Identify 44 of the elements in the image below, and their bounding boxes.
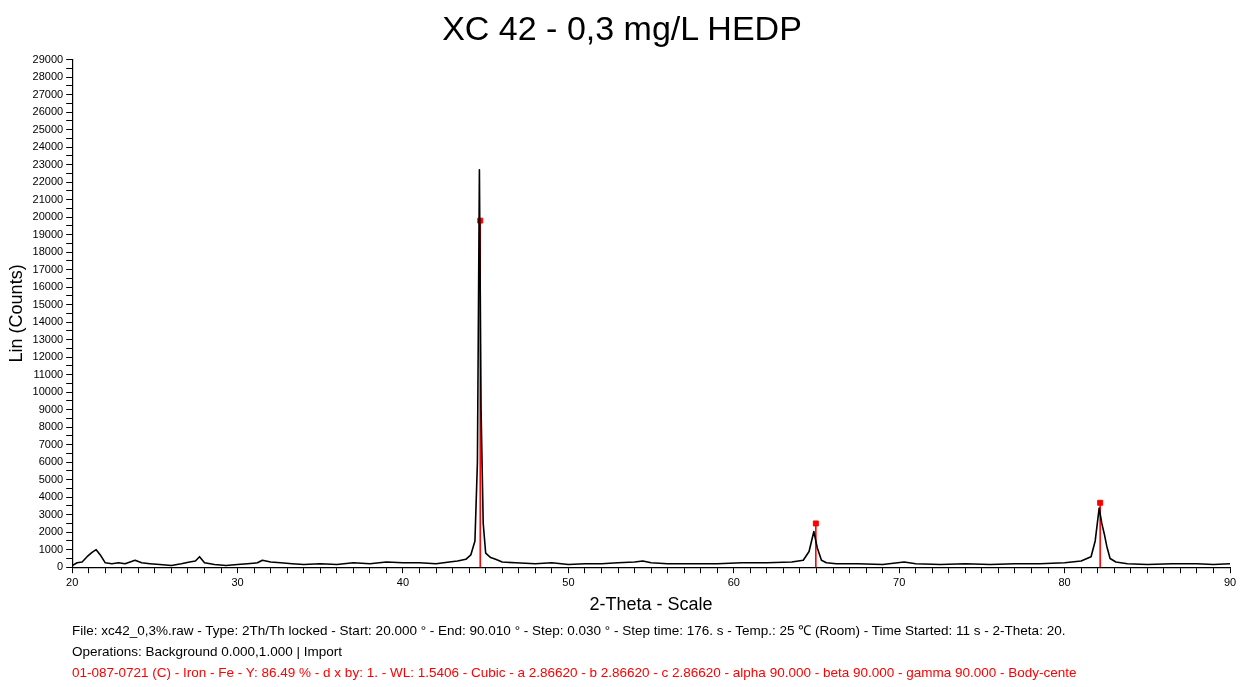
y-tick-label: 24000 <box>32 140 64 153</box>
x-tick-label: 90 <box>1223 575 1237 588</box>
text: Operations: Background 0.000,1.000 | Import <box>72 643 343 661</box>
y-tick-label: 19000 <box>32 227 64 240</box>
y-tick-label: 15000 <box>32 297 64 310</box>
y-tick-label: 5000 <box>38 472 64 485</box>
x-tick-label: 60 <box>727 575 740 588</box>
y-tick-label: 13000 <box>32 332 64 345</box>
y-tick-label: 8000 <box>38 420 64 433</box>
y-tick-label: 18000 <box>32 245 64 258</box>
y-tick-label: 11000 <box>33 367 64 380</box>
y-tick-label: 25000 <box>32 122 64 135</box>
y-tick-label: 22000 <box>32 175 64 188</box>
y-tick-label: 16000 <box>32 280 64 293</box>
x-tick-label: 40 <box>396 575 410 588</box>
y-tick-label: 29000 <box>32 52 64 65</box>
x-tick-label: 30 <box>231 575 244 588</box>
text: File: xc42_0,3%.raw - Type: 2Th/Th locked - Start: 20.000 ° - End: 90.010 ° - Step: 0.030 ° - Step time: 176. s - Temp.: 25 ℃ (Room) - Time Started: 11 s - 2-Theta: 20. <box>72 622 1067 640</box>
chart-title: XC 42 - 0,3 mg/L HEDP <box>441 8 803 49</box>
y-tick-label: 20000 <box>32 210 64 223</box>
x-tick-label: 50 <box>562 575 575 588</box>
y-tick-label: 9000 <box>38 402 64 415</box>
y-tick-label: 1000 <box>38 542 64 555</box>
y-tick-label: 26000 <box>32 105 64 118</box>
y-tick-label: 6000 <box>38 455 64 468</box>
y-tick-label: 4000 <box>38 490 64 503</box>
y-tick-label: 28000 <box>32 70 64 83</box>
y-tick-label: 2000 <box>38 525 64 538</box>
y-tick-label: 12000 <box>32 350 64 363</box>
y-tick-label: 10000 <box>32 385 64 398</box>
y-axis-title: Lin (Counts) <box>5 264 26 363</box>
text: 01-087-0721 (C) - Iron - Fe - Y: 86.49 % - d x by: 1. - WL: 1.5406 - Cubic - a 2.86620 - b 2.86620 - c 2.86620 - alpha 90.000 - beta 90.000 - gamma 90.000 - Body-cente <box>72 664 1077 682</box>
y-tick-label: 21000 <box>32 192 64 205</box>
y-tick-label: 7000 <box>38 437 64 450</box>
y-tick-label: 14000 <box>32 315 64 328</box>
x-tick-label: 20 <box>66 575 79 588</box>
x-axis-title: 2-Theta - Scale <box>589 594 713 615</box>
y-tick-label: 3000 <box>38 507 64 520</box>
y-tick-label: 23000 <box>32 157 64 170</box>
y-tick-label: 27000 <box>32 87 64 100</box>
y-tick-label: 17000 <box>32 262 64 275</box>
y-tick-label: 0 <box>57 560 64 573</box>
x-tick-label: 80 <box>1058 575 1071 588</box>
x-tick-label: 70 <box>893 575 906 588</box>
